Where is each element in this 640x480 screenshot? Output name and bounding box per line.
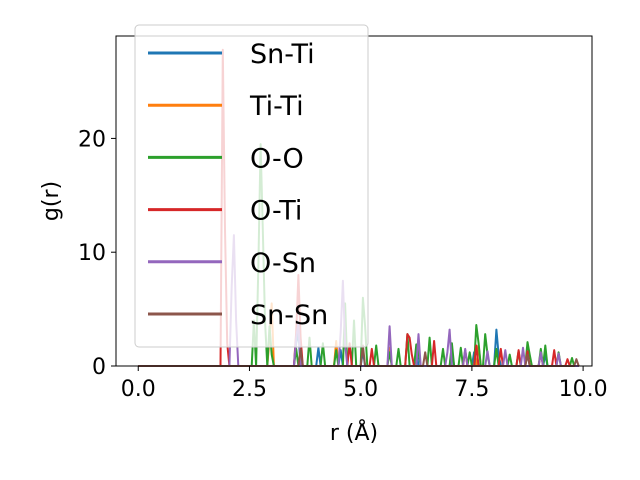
series-line-sn-sn — [138, 344, 580, 367]
x-tick-label: 7.5 — [454, 377, 489, 402]
legend-label-sn-ti: Sn-Ti — [250, 39, 315, 70]
legend: Sn-Ti Ti-Ti O-O O-Ti O-Sn Sn-Sn — [134, 24, 369, 348]
y-tick-label: 10 — [78, 241, 106, 266]
legend-label-o-o: O-O — [250, 143, 304, 174]
legend-box — [134, 24, 369, 348]
legend-label-o-ti: O-Ti — [250, 196, 302, 227]
y-axis-label: g(r) — [39, 181, 64, 221]
y-tick-label: 20 — [78, 127, 106, 152]
legend-label-ti-ti: Ti-Ti — [249, 91, 304, 122]
y-axis-ticks: 0 10 20 — [78, 127, 116, 380]
x-tick-label: 2.5 — [232, 377, 267, 402]
x-axis-ticks: 0.0 2.5 5.0 7.5 10.0 — [121, 366, 608, 402]
x-tick-label: 10.0 — [559, 377, 608, 402]
x-axis-label: r (Å) — [330, 419, 378, 446]
legend-items: Sn-Ti Ti-Ti O-O O-Ti O-Sn Sn-Sn — [148, 39, 328, 331]
y-tick-label: 0 — [92, 355, 106, 380]
x-tick-label: 5.0 — [343, 377, 378, 402]
legend-label-sn-sn: Sn-Sn — [250, 300, 328, 331]
x-tick-label: 0.0 — [121, 377, 156, 402]
legend-label-o-sn: O-Sn — [250, 248, 316, 279]
